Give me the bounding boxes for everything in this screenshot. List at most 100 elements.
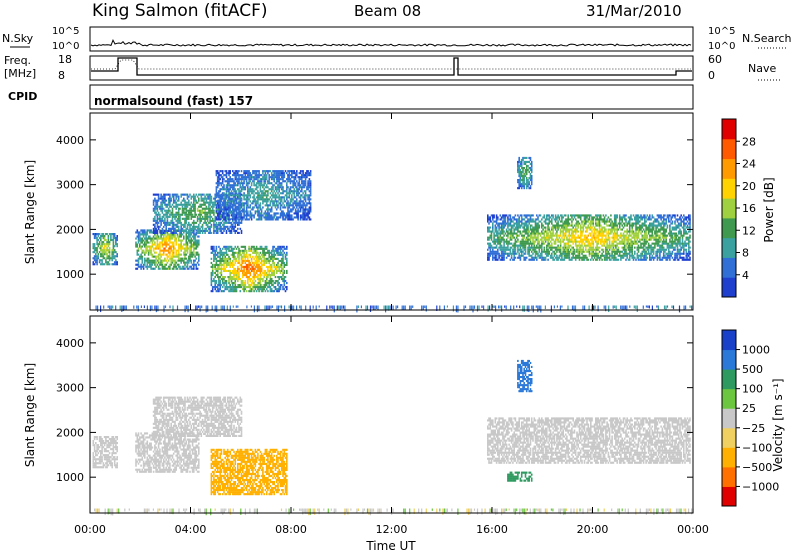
data-cell [209,203,211,206]
data-cell [162,221,165,224]
data-cell [233,214,235,217]
data-cell [265,247,268,250]
data-cell [172,213,175,216]
data-cell [282,196,284,199]
data-cell [96,239,98,242]
data-cell [177,251,180,254]
data-cell [146,231,149,234]
data-cell [216,202,219,205]
data-cell [296,212,298,215]
data-cell [247,265,249,268]
data-cell [196,209,199,212]
data-cell [228,206,230,209]
data-cell [183,261,185,264]
data-cell [534,218,537,221]
data-cell [509,228,512,231]
data-cell [220,188,223,191]
data-cell [243,253,245,256]
data-cell [233,186,235,189]
data-cell [156,223,159,226]
data-cell [171,233,174,236]
data-cell [157,199,160,202]
data-cell [214,215,216,218]
data-cell [291,214,293,217]
data-cell [254,276,257,279]
noise-tick-hi-left: 10^5 [52,26,79,37]
data-cell [218,207,220,210]
data-cell [152,247,155,250]
data-cell [489,248,492,251]
data-cell [260,184,263,187]
data-cell [226,261,229,264]
nave-tick-lo: 0 [708,69,715,82]
data-cell [520,222,523,225]
data-cell [278,184,280,187]
data-cell [255,174,258,177]
data-cell [209,195,211,198]
data-cell [224,188,226,191]
data-cell [248,174,250,177]
data-cell [232,271,234,274]
data-cell [112,239,115,242]
data-cell [156,255,159,258]
data-cell [500,238,503,241]
data-cell [152,219,155,222]
data-cell [559,238,562,241]
data-cell [260,190,263,193]
data-cell [240,263,243,266]
data-cell [253,172,255,175]
data-cell [177,221,180,224]
data-cell [288,174,291,177]
data-cell [224,227,226,230]
data-cell [161,239,164,242]
data-cell [162,199,165,202]
data-cell [278,282,280,285]
data-cell [225,282,228,285]
data-cell [299,190,302,193]
data-cell [495,246,498,249]
data-cell [151,243,154,246]
data-cell [536,236,538,239]
data-cell [538,232,541,235]
data-cell [277,204,279,207]
data-cell [302,174,304,177]
data-cell [223,223,225,226]
data-cell [558,240,561,243]
data-cell [497,248,499,251]
data-cell [225,197,228,200]
data-cell [219,229,221,232]
data-cell [155,207,157,210]
data-cell [170,257,172,260]
data-cell [220,267,223,270]
data-cell [527,250,529,253]
data-cell [95,253,97,256]
data-cell [244,249,247,252]
data-cell [185,245,188,248]
data-cell [175,201,177,204]
data-cell [137,257,140,260]
data-cell [221,267,224,270]
data-cell [280,263,283,266]
data-cell [245,259,248,262]
data-cell [210,245,213,248]
data-cell [537,224,539,227]
data-cell [238,178,240,181]
data-cell [239,290,242,293]
data-cell [499,248,502,251]
data-cell [267,200,269,203]
data-cell [250,247,253,250]
data-cell [556,246,558,249]
data-cell [280,182,283,185]
data-cell [270,255,273,258]
data-cell [548,222,551,225]
data-cell [240,182,243,185]
data-cell [502,254,504,257]
data-cell [257,192,259,195]
data-cell [199,219,201,222]
data-cell [179,247,181,250]
data-cell [237,170,239,173]
data-cell [289,186,292,189]
data-cell [308,212,311,215]
data-cell [201,227,204,230]
data-cell [144,251,146,254]
